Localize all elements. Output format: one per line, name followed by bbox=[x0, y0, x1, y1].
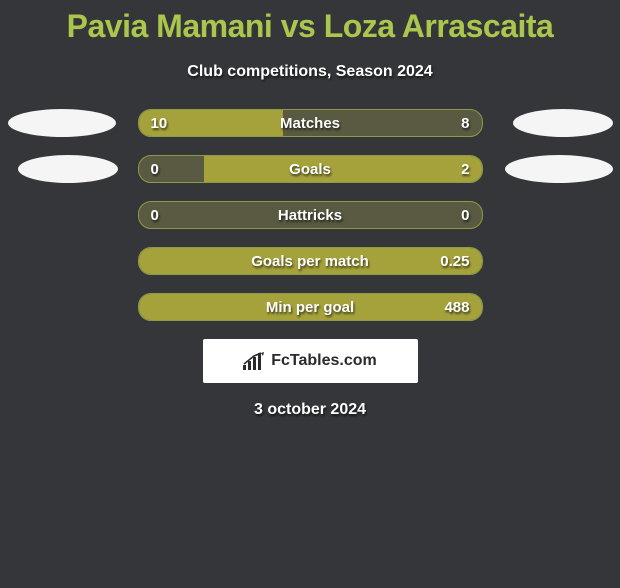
bar-fill-left bbox=[139, 294, 482, 320]
stat-right-value: 488 bbox=[444, 294, 469, 320]
logo-text: FcTables.com bbox=[271, 352, 377, 370]
site-logo: FcTables.com bbox=[203, 339, 418, 383]
bar-fill-right bbox=[204, 156, 482, 182]
player2-photo bbox=[513, 109, 613, 137]
stat-left-value: 10 bbox=[151, 110, 168, 136]
player1-photo bbox=[8, 109, 116, 137]
stat-label: Hattricks bbox=[139, 202, 482, 228]
stat-row: Goals per match 0.25 bbox=[138, 247, 483, 275]
logo-icon bbox=[243, 352, 265, 370]
bar-fill-left bbox=[139, 248, 482, 274]
player1-photo-alt bbox=[18, 155, 118, 183]
page-title: Pavia Mamani vs Loza Arrascaita bbox=[0, 8, 620, 45]
h2h-chart: 10 Matches 8 0 Goals 2 0 Hattricks 0 Goa… bbox=[138, 109, 483, 321]
stat-right-value: 0 bbox=[461, 202, 469, 228]
stat-right-value: 8 bbox=[461, 110, 469, 136]
subtitle: Club competitions, Season 2024 bbox=[0, 63, 620, 81]
stat-left-value: 0 bbox=[151, 156, 159, 182]
stat-row: 0 Hattricks 0 bbox=[138, 201, 483, 229]
stat-row: 0 Goals 2 bbox=[138, 155, 483, 183]
stat-right-value: 0.25 bbox=[440, 248, 469, 274]
stat-right-value: 2 bbox=[461, 156, 469, 182]
stat-row: Min per goal 488 bbox=[138, 293, 483, 321]
stat-left-value: 0 bbox=[151, 202, 159, 228]
stat-row: 10 Matches 8 bbox=[138, 109, 483, 137]
updated-date: 3 october 2024 bbox=[0, 401, 620, 419]
player2-photo-alt bbox=[505, 155, 613, 183]
